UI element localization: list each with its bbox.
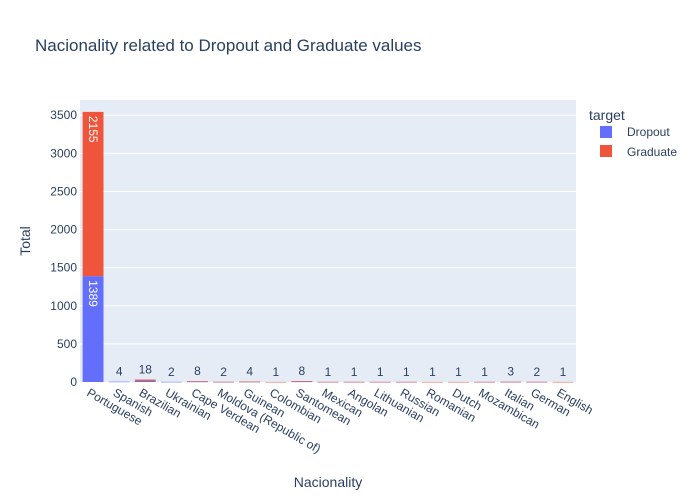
bar-graduate-angolan[interactable] (343, 381, 365, 383)
bar-dropout-brazilian[interactable] (134, 380, 156, 382)
data-label-graduate-santomean: 8 (299, 364, 306, 378)
data-label-graduate-mexican: 1 (325, 365, 332, 379)
bar-graduate-moldova-republic-of[interactable] (213, 381, 235, 383)
y-axis-ticks: 0 500 1000 1500 2000 2500 3000 3500 (50, 108, 77, 389)
legend-item-graduate[interactable]: Graduate (600, 145, 677, 159)
y-tick-label-3500: 3500 (50, 108, 77, 122)
data-label-graduate-angolan: 1 (351, 365, 358, 379)
data-label-graduate-portuguese: 2155 (86, 116, 100, 143)
bar-graduate-english[interactable] (552, 381, 574, 383)
bar-dropout-ukrainian[interactable] (160, 381, 182, 383)
bar-graduate-mexican[interactable] (317, 381, 339, 383)
bar-graduate-mozambican[interactable] (474, 381, 496, 383)
chart-title: Nacionality related to Dropout and Gradu… (35, 36, 422, 55)
grid (80, 114, 576, 345)
y-tick-label-1000: 1000 (50, 299, 77, 313)
legend-swatch-dropout (600, 126, 612, 138)
y-tick-label-500: 500 (57, 337, 77, 351)
data-label-dropout-spanish: 4 (116, 365, 123, 379)
bar-dropout-santomean[interactable] (291, 381, 313, 383)
bar-dropout-spanish[interactable] (108, 381, 130, 383)
bar-graduate-portuguese[interactable] (82, 111, 104, 277)
bar-graduate-german[interactable] (526, 381, 548, 383)
bar-dropout-guinean[interactable] (239, 381, 261, 383)
data-label-graduate-cape-verdean: 8 (194, 364, 201, 378)
y-tick-label-2000: 2000 (50, 223, 77, 237)
bar-graduate-lithuanian[interactable] (369, 381, 391, 383)
data-label-graduate-dutch: 1 (455, 365, 462, 379)
bar-graduate-italian[interactable] (500, 381, 522, 383)
data-label-dropout-german: 2 (533, 365, 540, 379)
bar-graduate-cape-verdean[interactable] (187, 381, 208, 382)
bar-graduate-colombian[interactable] (265, 381, 287, 383)
data-label-dropout-portuguese: 1389 (86, 280, 100, 307)
legend-swatch-graduate (600, 145, 612, 157)
data-label-graduate-english: 1 (560, 365, 567, 379)
data-label-dropout-italian: 3 (507, 365, 514, 379)
data-label-graduate-russian: 1 (403, 365, 410, 379)
plot-area (80, 100, 576, 382)
data-label-graduate-colombian: 1 (272, 365, 279, 379)
y-tick-label-1500: 1500 (50, 261, 77, 275)
data-label-dropout-ukrainian: 2 (168, 365, 175, 379)
bar-dropout-cape-verdean[interactable] (187, 381, 208, 383)
data-label-graduate-romanian: 1 (429, 365, 436, 379)
data-label-graduate-lithuanian: 1 (377, 365, 384, 379)
y-tick-label-2500: 2500 (50, 184, 77, 198)
bar-graduate-romanian[interactable] (421, 381, 443, 383)
legend-item-dropout[interactable]: Dropout (600, 125, 670, 139)
legend-label-dropout: Dropout (627, 125, 670, 139)
data-label-graduate-mozambican: 1 (481, 365, 488, 379)
legend: target Dropout Graduate (589, 107, 677, 159)
bar-graduate-russian[interactable] (395, 381, 417, 383)
legend-title: target (589, 107, 625, 123)
data-label-graduate-moldova-republic-of: 2 (220, 365, 227, 379)
data-label-graduate-guinean: 4 (246, 365, 253, 379)
bar-graduate-guinean[interactable] (239, 381, 261, 383)
bar-graduate-dutch[interactable] (448, 381, 469, 383)
y-tick-label-3000: 3000 (50, 146, 77, 160)
y-tick-label-0: 0 (70, 375, 77, 389)
bar-graduate-brazilian[interactable] (134, 379, 156, 381)
bar-dropout-portuguese[interactable] (82, 276, 104, 382)
legend-label-graduate: Graduate (627, 145, 677, 159)
y-axis-title: Total (17, 226, 33, 256)
bar-graduate-santomean[interactable] (291, 381, 313, 382)
data-label-graduate-brazilian: 18 (139, 363, 153, 377)
bars (82, 111, 574, 383)
x-axis-title: Nacionality (294, 474, 362, 490)
